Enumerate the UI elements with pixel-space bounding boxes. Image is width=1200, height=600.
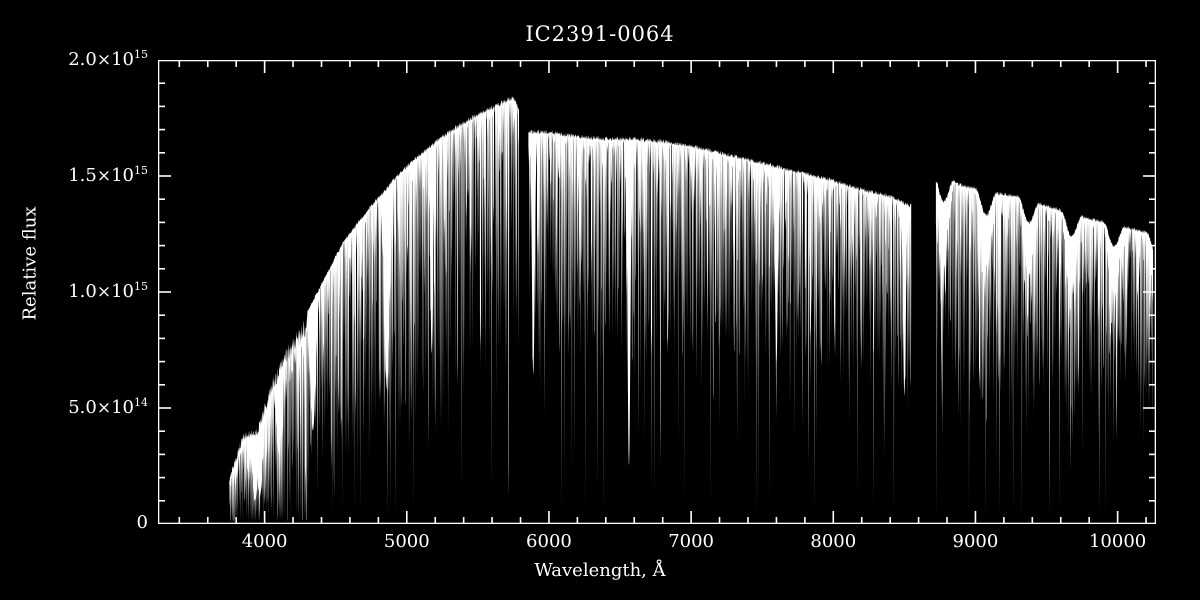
x-tick-label: 9000 (915, 531, 1035, 552)
x-tick-label: 5000 (347, 531, 467, 552)
plot-frame (159, 61, 1156, 524)
x-axis-title: Wavelength, Å (0, 560, 1200, 581)
x-tick-label: 4000 (205, 531, 325, 552)
y-tick-label: 2.0×1015 (8, 48, 148, 70)
y-tick-label: 1.5×1015 (8, 164, 148, 186)
spectrum-canvas (158, 60, 1156, 524)
x-tick-label: 8000 (773, 531, 893, 552)
page-title: IC2391-0064 (0, 22, 1200, 46)
y-tick-label: 5.0×1014 (8, 396, 148, 418)
y-tick-label: 1.0×1015 (8, 280, 148, 302)
plot-area (158, 60, 1156, 524)
x-tick-label: 10000 (1058, 531, 1178, 552)
spectrum-plot-figure: IC2391-0064 Relative flux Wavelength, Å … (0, 0, 1200, 600)
y-axis-title: Relative flux (20, 174, 41, 354)
x-tick-label: 6000 (489, 531, 609, 552)
x-tick-label: 7000 (631, 531, 751, 552)
spectrum-trace (229, 96, 1153, 523)
y-tick-label: 0 (8, 512, 148, 533)
